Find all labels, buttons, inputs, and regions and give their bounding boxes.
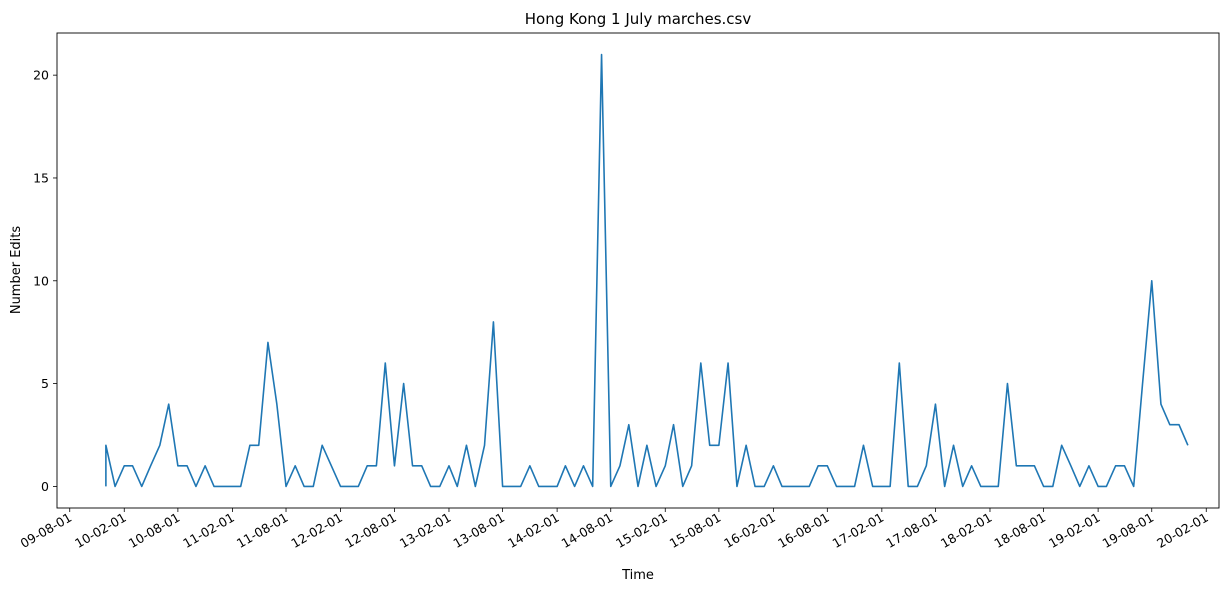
x-axis: 09-08-0110-02-0110-08-0111-02-0111-08-01…	[18, 508, 1211, 551]
x-tick-label-6: 12-08-01	[342, 510, 399, 551]
x-tick-label-20: 19-08-01	[1100, 510, 1157, 551]
plot-area	[56, 32, 1220, 509]
series-layer	[105, 53, 1189, 488]
y-axis: 0 5 10 15 20	[33, 68, 57, 494]
x-tick-label-0: 09-08-01	[18, 510, 75, 551]
x-tick-label-5: 12-02-01	[288, 510, 345, 551]
y-tick-label-0: 0	[41, 479, 49, 494]
chart-title: Hong Kong 1 July marches.csv	[525, 10, 752, 28]
x-tick-label-7: 13-02-01	[397, 510, 454, 551]
y-tick-label-4: 20	[33, 68, 49, 83]
x-tick-label-16: 17-08-01	[883, 510, 940, 551]
x-tick-label-1: 10-02-01	[72, 510, 129, 551]
series-line-0	[105, 53, 1189, 488]
y-tick-label-3: 15	[33, 170, 49, 185]
x-tick-label-4: 11-08-01	[234, 510, 291, 551]
y-tick-label-2: 10	[33, 273, 49, 288]
x-tick-label-10: 14-08-01	[559, 510, 616, 551]
x-tick-label-17: 18-02-01	[938, 510, 995, 551]
plot-frame	[56, 32, 1220, 509]
x-tick-label-13: 16-02-01	[721, 510, 778, 551]
x-tick-label-2: 10-08-01	[126, 510, 183, 551]
x-tick-label-11: 15-02-01	[613, 510, 670, 551]
x-tick-label-21: 20-02-01	[1154, 510, 1211, 551]
y-tick-label-1: 5	[41, 376, 49, 391]
x-tick-label-3: 11-02-01	[180, 510, 237, 551]
x-tick-label-9: 14-02-01	[505, 510, 562, 551]
x-axis-label: Time	[621, 568, 654, 583]
y-axis-label: Number Edits	[9, 226, 24, 315]
x-tick-label-14: 16-08-01	[775, 510, 832, 551]
x-tick-label-12: 15-08-01	[667, 510, 724, 551]
x-tick-label-15: 17-02-01	[830, 510, 887, 551]
x-tick-label-19: 19-02-01	[1046, 510, 1103, 551]
x-tick-label-18: 18-08-01	[991, 510, 1048, 551]
x-tick-label-8: 13-08-01	[450, 510, 507, 551]
